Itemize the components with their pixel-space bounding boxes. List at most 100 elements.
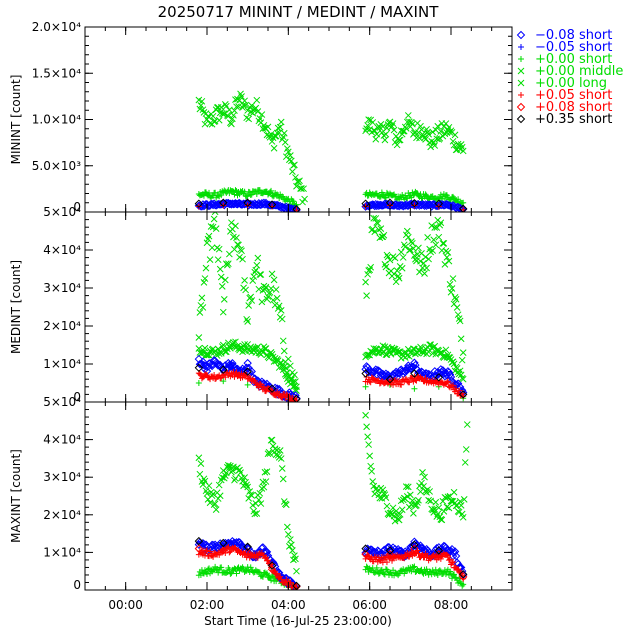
y-tick-label: 0 [73, 390, 81, 404]
data-point [387, 350, 395, 358]
data-point [199, 304, 207, 311]
data-point [363, 423, 370, 431]
data-point [273, 571, 280, 578]
data-point [372, 135, 380, 143]
data-point [207, 540, 217, 550]
data-point [447, 288, 455, 296]
data-point [370, 214, 378, 222]
data-point [298, 185, 305, 192]
data-point [240, 342, 247, 350]
data-point [364, 122, 371, 129]
data-point [198, 294, 206, 302]
data-point [455, 196, 462, 203]
data-point [276, 447, 284, 454]
data-point [270, 193, 277, 200]
data-point [272, 357, 280, 365]
data-point [427, 143, 435, 151]
data-point [443, 379, 450, 386]
data-point [195, 380, 202, 386]
data-point [417, 257, 424, 265]
data-point [450, 547, 460, 556]
data-point [443, 503, 451, 511]
data-point [365, 441, 373, 448]
data-point [434, 199, 444, 208]
data-point [253, 191, 260, 198]
data-point [200, 279, 208, 286]
data-point [290, 556, 297, 564]
data-point [206, 256, 214, 263]
data-point [366, 452, 374, 460]
data-point [278, 576, 285, 583]
legend-entry: −0.05 short [518, 40, 612, 55]
data-point [460, 496, 468, 503]
y-tick-label: 0 [73, 578, 81, 592]
data-point [243, 367, 252, 376]
data-point [392, 507, 400, 515]
data-point [435, 203, 442, 210]
data-point [256, 115, 264, 122]
data-point [273, 294, 281, 302]
y-tick-label: 5×10⁴ [43, 395, 81, 409]
data-point [195, 203, 202, 210]
data-point [366, 378, 373, 385]
data-point [214, 104, 222, 111]
data-point [441, 130, 449, 138]
data-point [373, 130, 381, 138]
data-point [291, 161, 298, 169]
data-point [219, 365, 228, 374]
data-point [277, 455, 285, 462]
data-point [394, 272, 402, 280]
data-point [245, 115, 253, 123]
data-point [292, 174, 299, 181]
data-point [396, 136, 404, 144]
data-point [424, 233, 431, 241]
data-point [400, 554, 407, 561]
data-point [427, 497, 435, 505]
data-point [206, 189, 213, 196]
data-point [270, 201, 280, 210]
data-point [410, 369, 419, 378]
y-tick-label: 4×10⁴ [43, 243, 81, 257]
data-point [268, 187, 275, 194]
data-point [458, 390, 468, 399]
data-point [415, 244, 422, 252]
data-point [258, 111, 266, 118]
data-point [289, 547, 296, 554]
data-point [219, 546, 228, 555]
data-point [289, 197, 296, 204]
data-point [254, 108, 262, 115]
data-point [254, 554, 261, 561]
data-point [244, 192, 251, 199]
data-point [371, 228, 379, 236]
panel-1-points [194, 90, 468, 212]
data-point [437, 128, 445, 135]
data-point [209, 112, 217, 120]
data-point [220, 378, 227, 385]
data-point [284, 355, 292, 363]
data-point [409, 239, 416, 247]
data-point [286, 393, 293, 400]
data-point [287, 536, 294, 543]
data-point [251, 268, 259, 276]
data-point [460, 581, 467, 588]
data-point [453, 574, 460, 581]
data-point [228, 570, 235, 577]
data-point [395, 274, 403, 282]
data-point [367, 379, 374, 386]
data-point [456, 367, 464, 375]
data-point [214, 495, 222, 502]
data-point [234, 95, 241, 103]
data-point [268, 577, 275, 584]
data-point [414, 251, 421, 258]
data-point [261, 468, 269, 476]
data-point [456, 387, 463, 394]
data-point [268, 436, 276, 444]
data-point [450, 558, 457, 565]
data-point [418, 479, 425, 487]
data-point [219, 467, 227, 474]
data-point [415, 496, 422, 504]
data-point [255, 496, 263, 504]
data-point [258, 298, 266, 306]
data-point [208, 244, 216, 252]
data-point [373, 564, 380, 571]
